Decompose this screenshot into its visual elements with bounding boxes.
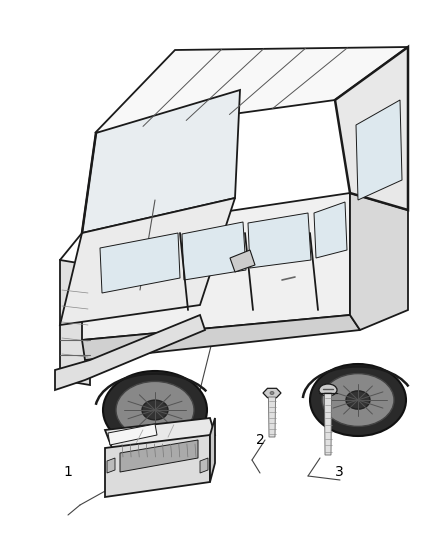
Polygon shape [105,418,215,448]
Ellipse shape [270,392,274,394]
Polygon shape [100,233,180,293]
Polygon shape [314,202,347,258]
Polygon shape [120,440,198,472]
Polygon shape [210,418,215,482]
Ellipse shape [310,364,406,436]
Polygon shape [182,222,246,280]
Polygon shape [82,90,240,233]
Polygon shape [200,458,208,473]
Text: 2: 2 [256,433,265,447]
Polygon shape [95,47,408,133]
Polygon shape [263,389,281,398]
Ellipse shape [346,391,370,409]
Polygon shape [105,435,210,497]
Polygon shape [230,250,255,272]
Ellipse shape [103,371,207,449]
Polygon shape [55,315,205,390]
Polygon shape [107,458,115,473]
Ellipse shape [319,384,337,396]
Polygon shape [60,198,235,325]
Polygon shape [335,47,408,210]
Polygon shape [325,393,332,455]
Polygon shape [60,260,90,385]
Polygon shape [350,193,408,330]
Ellipse shape [116,382,194,439]
Polygon shape [356,100,402,200]
Ellipse shape [142,400,168,420]
Polygon shape [268,397,276,437]
Text: 1: 1 [64,465,72,479]
Polygon shape [82,193,350,340]
Ellipse shape [322,374,394,426]
Polygon shape [108,424,157,445]
Polygon shape [248,213,311,268]
Polygon shape [82,315,360,360]
Text: 3: 3 [335,465,344,479]
